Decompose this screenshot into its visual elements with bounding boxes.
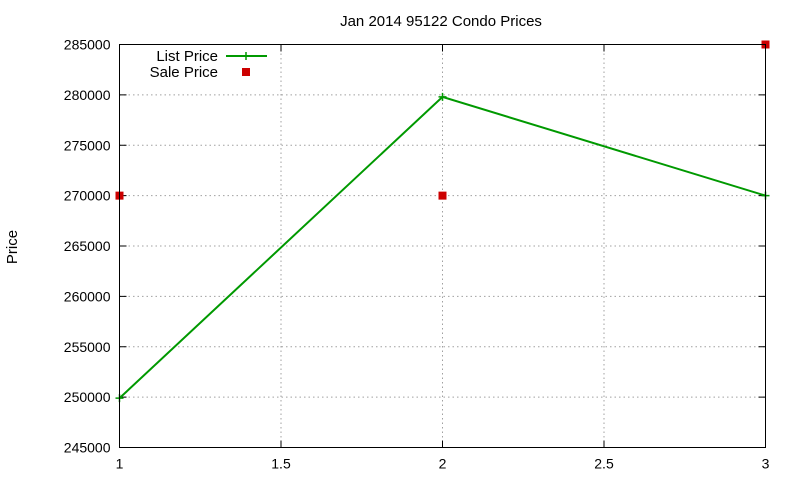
plot-frame xyxy=(119,44,766,448)
y-tick-label: 250000 xyxy=(64,389,111,405)
x-tick-label: 1 xyxy=(116,456,124,472)
y-tick-label: 280000 xyxy=(64,87,111,103)
chart-title: Jan 2014 95122 Condo Prices xyxy=(340,13,542,30)
axis-ticks: 245000 250000 255000 260000 265000 270000 2750… xyxy=(64,37,770,472)
legend-marker xyxy=(242,52,250,60)
x-tick-label: 3 xyxy=(762,456,770,472)
legend-marker xyxy=(242,68,250,76)
y-tick-label: 265000 xyxy=(64,238,111,254)
x-tick-label: 2.5 xyxy=(594,456,614,472)
data-point xyxy=(438,92,447,101)
y-tick-label: 285000 xyxy=(64,37,111,53)
y-tick-label: 270000 xyxy=(64,188,111,204)
y-tick-label: 255000 xyxy=(64,339,111,355)
x-tick-label: 2 xyxy=(439,456,447,472)
x-tick-label: 1.5 xyxy=(271,456,291,472)
legend-label: List Price xyxy=(156,48,218,65)
y-tick-label: 260000 xyxy=(64,288,111,304)
y-axis-label: Price xyxy=(4,230,21,264)
data-point xyxy=(438,191,447,200)
y-tick-label: 275000 xyxy=(64,137,111,153)
legend-label: Sale Price xyxy=(150,64,218,81)
y-tick-label: 245000 xyxy=(64,440,111,456)
grid xyxy=(119,44,766,448)
